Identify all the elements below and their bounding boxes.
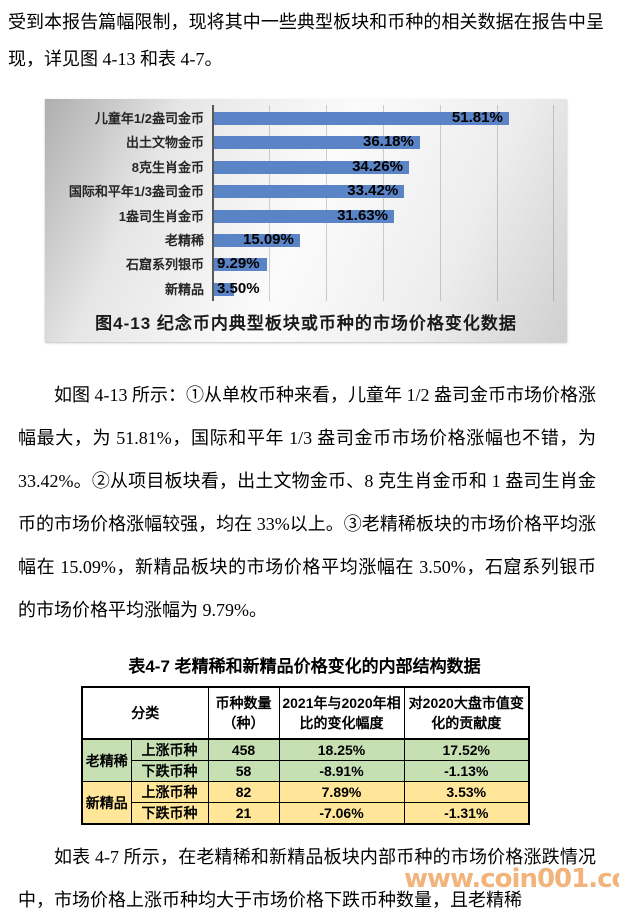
analysis-paragraph: 如图 4-13 所示：①从单枚币种来看，儿童年 1/2 盎司金币市场价格涨幅最大… xyxy=(18,385,596,620)
value-cell: -1.13% xyxy=(403,760,530,782)
value-cell: -8.91% xyxy=(278,760,405,782)
category-label: 出土文物金币 xyxy=(125,135,204,151)
value-cell: 17.52% xyxy=(403,738,530,761)
chart-axis-line xyxy=(212,105,214,301)
table-wrap: 分类 币种数量（种） 2021年与2020年相比的变化幅度 对2020大盘市值变化的贡… xyxy=(81,686,530,825)
bar-value-label: 3.50% xyxy=(217,279,260,297)
table-row: 老精稀 上涨币种 458 18.25% 17.52% xyxy=(81,738,530,782)
category-label: 新精品 xyxy=(164,281,204,297)
value-cell: 7.89% xyxy=(278,781,405,803)
header-cell: 币种数量（种） xyxy=(207,686,280,740)
bar-value-label: 9.29% xyxy=(217,255,260,273)
header-cell: 2021年与2020年相比的变化幅度 xyxy=(278,686,405,740)
row-label-cell: 上涨币种 xyxy=(130,738,209,761)
value-cell: -7.06% xyxy=(278,802,405,825)
gridline xyxy=(553,105,555,301)
table-head: 分类 币种数量（种） 2021年与2020年相比的变化幅度 对2020大盘市值变化的贡… xyxy=(81,686,530,740)
bar xyxy=(214,185,405,199)
watermark: www.coin001.com xyxy=(404,864,619,894)
bar-value-label: 36.18% xyxy=(362,133,414,151)
category-label: 国际和平年1/3盎司金币 xyxy=(68,184,204,200)
gridline xyxy=(496,105,498,301)
value-cell: 21 xyxy=(207,802,280,825)
category-label: 8克生肖金币 xyxy=(131,159,204,175)
category-label: 石窟系列银币 xyxy=(125,257,204,273)
category-label: 1盎司生肖金币 xyxy=(118,208,204,224)
closing-paragraph: 如表 4-7 所示，在老精稀和新精品板块内部币种的市场价格涨跌情况中，市场价格上… xyxy=(18,847,596,910)
chart-caption: 图4-13 纪念币内典型板块或币种的市场价格变化数据 xyxy=(95,314,517,333)
bar xyxy=(214,160,409,174)
bar xyxy=(214,258,267,272)
bar xyxy=(214,282,234,296)
bar xyxy=(214,209,394,223)
value-cell: 82 xyxy=(207,781,280,803)
table-header-row: 分类 币种数量（种） 2021年与2020年相比的变化幅度 对2020大盘市值变化的贡… xyxy=(81,686,530,740)
row-label-cell: 下跌币种 xyxy=(130,760,209,782)
gridline xyxy=(382,105,384,301)
row-label-cell: 下跌币种 xyxy=(130,802,209,825)
table-row: 下跌币种 21 -7.06% -1.31% xyxy=(82,802,530,825)
header-cell: 对2020大盘市值变化的贡献度 xyxy=(403,686,530,740)
table-row: 新精品 上涨币种 82 7.89% 3.53% xyxy=(81,781,530,825)
value-cell: 18.25% xyxy=(278,738,405,761)
gridline xyxy=(325,105,327,301)
value-cell: -1.31% xyxy=(403,802,530,825)
table-row: 下跌币种 58 -8.91% -1.13% xyxy=(82,760,530,782)
bar xyxy=(214,234,300,247)
table-title: 表4-7 老精稀和新精品价格变化的内部结构数据 xyxy=(128,657,481,676)
bar xyxy=(214,112,509,125)
bar-value-label: 34.26% xyxy=(352,157,403,175)
bar xyxy=(214,136,420,150)
category-label: 老精稀 xyxy=(164,233,204,248)
value-cell: 3.53% xyxy=(403,781,530,803)
data-table: 分类 币种数量（种） 2021年与2020年相比的变化幅度 对2020大盘市值变化的贡… xyxy=(81,686,530,825)
bar-value-label: 51.81% xyxy=(451,109,503,126)
table-body: 老精稀 上涨币种 458 18.25% 17.52% 下跌币种 58 -8.91% -1.13%… xyxy=(81,738,530,825)
gridline xyxy=(268,105,270,301)
bar-value-label: 33.42% xyxy=(347,182,399,200)
group-cell: 老精稀 xyxy=(81,738,132,782)
intro-paragraph: 受到本报告篇幅限制，现将其中一些典型板块和币种的相关数据在报告中呈现，详见图 4… xyxy=(8,12,604,69)
bar-value-label: 15.09% xyxy=(242,231,294,248)
row-label-cell: 上涨币种 xyxy=(130,781,209,803)
category-label: 儿童年1/2盎司金币 xyxy=(94,111,204,126)
group-cell: 新精品 xyxy=(81,781,132,825)
bar-value-label: 31.63% xyxy=(337,206,388,224)
bar-chart: 儿童年1/2盎司金币 51.81% 出土文物金币 36.18% 8克生肖金币 34.26%… xyxy=(45,99,567,342)
gridline xyxy=(439,105,441,301)
value-cell: 58 xyxy=(207,760,280,782)
value-cell: 458 xyxy=(207,738,280,761)
header-cell: 分类 xyxy=(81,686,209,740)
